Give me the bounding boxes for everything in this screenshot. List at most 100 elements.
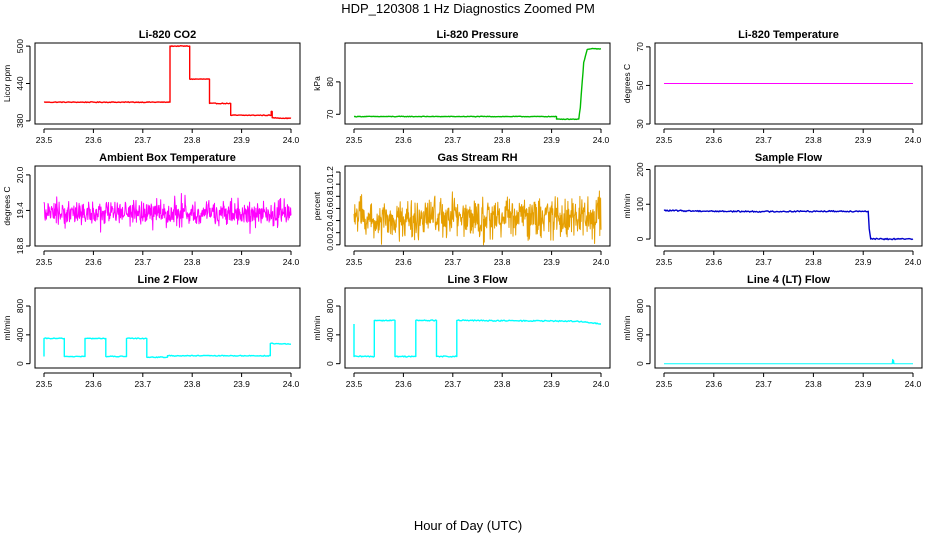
y-axis-label: ml/min: [2, 315, 12, 340]
plot-frame: [34, 287, 301, 369]
series-line: [43, 193, 292, 234]
x-tick-label: 24.0: [905, 257, 922, 267]
x-tick-label: 23.6: [395, 257, 412, 267]
panel-7: Line 2 Flow 23.5 23.6 23.7 23.8 23.9 24.0 0 400 8…: [2, 274, 301, 389]
y-tick-label: 200: [635, 162, 645, 176]
x-tick-label: 23.6: [706, 379, 723, 389]
x-tick-label: 23.5: [656, 379, 673, 389]
panel-6: Sample Flow 23.5 23.6 23.7 23.8 23.9 24.0 0 100 2…: [622, 152, 923, 267]
y-tick-label: 0.2: [325, 226, 335, 238]
x-tick-label: 23.7: [445, 379, 462, 389]
x-tick-label: 24.0: [283, 379, 300, 389]
series-line: [664, 358, 913, 365]
y-tick-label: 0: [15, 361, 25, 366]
x-tick-label: 23.9: [855, 135, 872, 145]
x-tick-label: 23.8: [184, 135, 201, 145]
x-tick-label: 23.6: [85, 379, 102, 389]
x-tick-label: 23.8: [805, 257, 822, 267]
panel-3: Li-820 Temperature 23.5 23.6 23.7 23.8 23.9 24…: [622, 29, 923, 145]
y-axis-label: ml/min: [622, 315, 632, 340]
panel-title: Li-820 Temperature: [738, 29, 839, 41]
y-axis-label: Licor ppm: [2, 65, 12, 102]
y-tick-label: 0: [635, 236, 645, 241]
x-tick-label: 23.5: [346, 379, 363, 389]
x-tick-label: 24.0: [905, 379, 922, 389]
x-tick-label: 23.8: [805, 379, 822, 389]
x-tick-label: 23.7: [135, 135, 152, 145]
x-tick-label: 24.0: [593, 257, 610, 267]
series-line: [353, 319, 601, 358]
plot-frame: [654, 42, 923, 125]
y-tick-label: 1.0: [325, 178, 335, 190]
x-tick-label: 23.7: [445, 257, 462, 267]
figure-title: HDP_120308 1 Hz Diagnostics Zoomed PM: [341, 1, 595, 16]
series-line: [43, 337, 291, 359]
x-tick-label: 23.7: [755, 257, 772, 267]
x-tick-label: 23.6: [706, 257, 723, 267]
x-tick-label: 23.5: [656, 257, 673, 267]
x-tick-label: 23.5: [346, 135, 363, 145]
y-tick-label: 380: [15, 114, 25, 128]
y-tick-label: 1.2: [325, 166, 335, 178]
y-axis-label: degrees C: [2, 186, 12, 225]
x-tick-label: 23.8: [184, 257, 201, 267]
x-tick-label: 23.9: [855, 257, 872, 267]
x-tick-label: 23.9: [543, 135, 560, 145]
y-axis-label: ml/min: [312, 315, 322, 340]
x-tick-label: 23.8: [805, 135, 822, 145]
plot-frame: [34, 42, 301, 125]
plot-frame: [654, 165, 923, 247]
y-tick-label: 30: [635, 119, 645, 129]
x-tick-label: 23.5: [656, 135, 673, 145]
plot-frame: [344, 287, 611, 369]
panel-title: Gas Stream RH: [437, 152, 517, 164]
x-tick-label: 23.7: [755, 379, 772, 389]
y-tick-label: 0: [325, 361, 335, 366]
y-tick-label: 20.0: [15, 166, 25, 183]
x-tick-label: 23.8: [494, 135, 511, 145]
y-tick-label: 800: [15, 299, 25, 313]
plot-frame: [344, 165, 611, 247]
panel-title: Sample Flow: [755, 152, 823, 164]
x-tick-label: 23.8: [184, 379, 201, 389]
x-tick-label: 23.7: [135, 379, 152, 389]
panel-2: Li-820 Pressure 23.5 23.6 23.7 23.8 23.9 24.0 7…: [312, 29, 611, 145]
x-tick-label: 23.9: [233, 379, 250, 389]
x-tick-label: 23.7: [755, 135, 772, 145]
y-tick-label: 80: [325, 77, 335, 87]
y-tick-label: 70: [635, 42, 645, 52]
x-tick-label: 23.9: [233, 135, 250, 145]
panel-1: Li-820 CO2 23.5 23.6 23.7 23.8 23.9 24.0 380 440…: [2, 29, 301, 145]
x-tick-label: 23.8: [494, 379, 511, 389]
panel-title: Ambient Box Temperature: [99, 152, 236, 164]
series-line: [43, 45, 292, 120]
y-tick-label: 100: [635, 197, 645, 211]
x-tick-label: 24.0: [593, 379, 610, 389]
x-tick-label: 24.0: [283, 135, 300, 145]
panel-title: Li-820 CO2: [139, 29, 196, 41]
y-tick-label: 19.4: [15, 202, 25, 219]
y-tick-label: 400: [325, 327, 335, 341]
plot-frame: [344, 42, 611, 125]
x-tick-label: 23.6: [395, 379, 412, 389]
y-tick-label: 0.6: [325, 202, 335, 214]
y-tick-label: 0.8: [325, 190, 335, 202]
plot-frame: [34, 165, 301, 247]
y-tick-label: 70: [325, 109, 335, 119]
x-tick-label: 23.5: [36, 257, 53, 267]
plot-frame: [654, 287, 923, 369]
y-tick-label: 800: [325, 299, 335, 313]
x-tick-label: 24.0: [905, 135, 922, 145]
y-tick-label: 0: [635, 361, 645, 366]
panel-title: Line 4 (LT) Flow: [747, 274, 830, 286]
series-line: [353, 190, 602, 246]
x-tick-label: 23.6: [395, 135, 412, 145]
panel-title: Line 3 Flow: [448, 274, 508, 286]
x-tick-label: 23.6: [85, 135, 102, 145]
y-tick-label: 400: [635, 327, 645, 341]
panel-9: Line 4 (LT) Flow 23.5 23.6 23.7 23.8 23.9 24.0…: [622, 274, 923, 389]
y-axis-label: ml/min: [622, 193, 632, 218]
x-tick-label: 24.0: [593, 135, 610, 145]
